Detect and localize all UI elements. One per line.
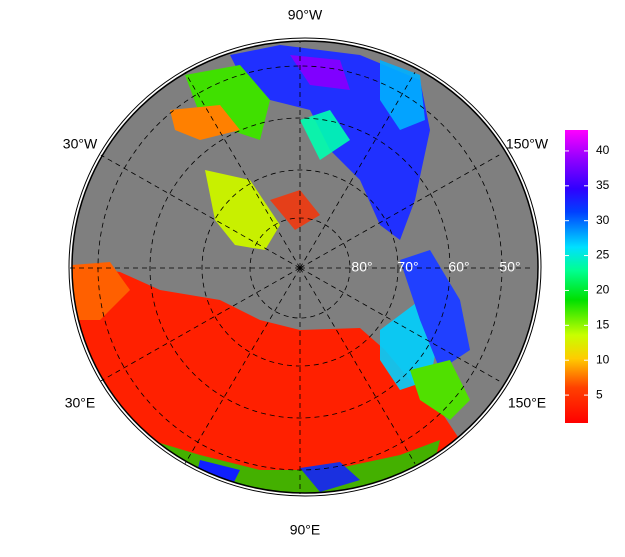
longitude-label: 90°E [290,522,321,538]
meridian [184,72,301,269]
longitude-label: 90°W [288,7,323,23]
field-region [185,65,270,140]
latitude-label: 60° [448,259,469,275]
meridian [100,154,301,269]
map-border-outer [68,37,542,497]
longitude-label: 150°W [506,136,549,152]
latitude-circle [149,117,451,419]
colorbar-tick-label: 30 [596,213,610,227]
longitude-label: 30°E [65,395,96,411]
graticule [70,42,530,494]
colorbar [565,130,588,423]
colorbar-tick-label: 10 [596,352,610,366]
latitude-label: 80° [351,259,372,275]
map-disc [72,41,538,493]
colorbar-tick-label: 35 [596,178,610,192]
meridian [299,267,416,464]
field-region [205,170,280,250]
meridian [184,267,301,464]
colorbar-tick-label: 40 [596,143,610,157]
meridian [299,267,500,382]
colorbar-tick-label: 25 [596,248,610,262]
field-region [170,105,240,140]
latitude-label: 70° [397,259,418,275]
meridian [100,267,301,382]
field-region [410,360,470,420]
field-region [72,262,130,320]
colorbar-tick-label: 20 [596,283,610,297]
meridian [299,72,416,269]
field-region [300,462,360,492]
longitude-label: 150°E [508,395,546,411]
field-region [72,265,460,493]
field-region [270,190,320,230]
longitude-label: 30°W [63,136,98,152]
field-region [400,250,470,370]
meridian [299,154,500,269]
map-border [71,40,539,494]
field-region [300,110,350,160]
colorbar-tick-label: 5 [596,387,603,401]
field-region [290,55,350,90]
latitude-circle [201,169,399,367]
colorbar-tick-label: 15 [596,318,610,332]
latitude-label: 50° [499,259,520,275]
